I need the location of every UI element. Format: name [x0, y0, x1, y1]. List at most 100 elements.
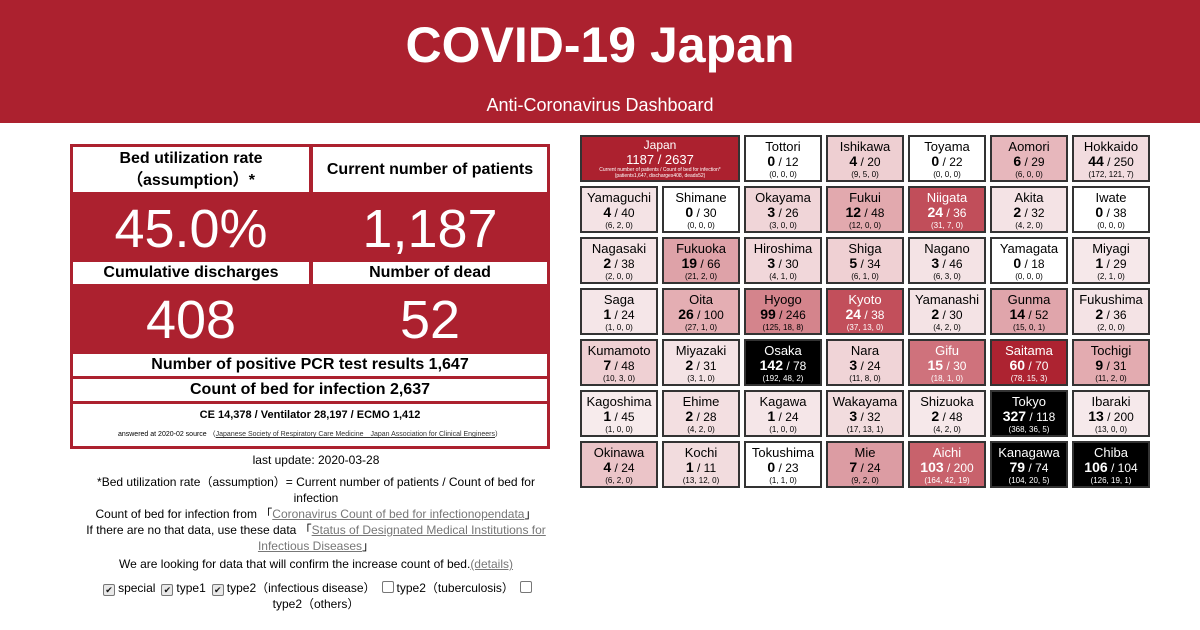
tile-shimane[interactable]: Shimane 0 / 30 (0, 0, 0): [662, 186, 740, 233]
tile-current: 13: [1088, 408, 1104, 424]
tile-shiga[interactable]: Shiga 5 / 34 (6, 1, 0): [826, 237, 904, 284]
tile-current: 1: [767, 408, 776, 424]
tile-oita[interactable]: Oita 26 / 100 (27, 1, 0): [662, 288, 740, 335]
tile-saga[interactable]: Saga 1 / 24 (1, 0, 0): [580, 288, 658, 335]
tile-name: Tokyo: [1012, 394, 1046, 409]
page-title: COVID-19 Japan: [405, 17, 795, 73]
tile-tottori[interactable]: Tottori 0 / 12 (0, 0, 0): [744, 135, 822, 182]
details-link[interactable]: (details): [470, 557, 513, 571]
tile-current: 4: [603, 204, 612, 220]
tile-note-detail: (patients1,647, discharges408, deads52): [614, 173, 706, 179]
tile-beds: 30: [703, 206, 717, 220]
tile-miyagi[interactable]: Miyagi 1 / 29 (2, 1, 0): [1072, 237, 1150, 284]
tile-nagano[interactable]: Nagano 3 / 46 (6, 3, 0): [908, 237, 986, 284]
tile-fukushima[interactable]: Fukushima 2 / 36 (2, 0, 0): [1072, 288, 1150, 335]
tile-tokyo[interactable]: Tokyo 327 / 118 (368, 36, 5): [990, 390, 1068, 437]
tile-name: Chiba: [1094, 445, 1128, 460]
source-link[interactable]: Japanese Society of Respiratory Care Med…: [215, 431, 496, 438]
tile-hokkaido[interactable]: Hokkaido 44 / 250 (172, 121, 7): [1072, 135, 1150, 182]
tile-fukui[interactable]: Fukui 12 / 48 (12, 0, 0): [826, 186, 904, 233]
tile-aichi[interactable]: Aichi 103 / 200 (164, 42, 19): [908, 441, 986, 488]
tile-toyama[interactable]: Toyama 0 / 22 (0, 0, 0): [908, 135, 986, 182]
tile-name: Kanagawa: [998, 445, 1060, 460]
tile-nagasaki[interactable]: Nagasaki 2 / 38 (2, 0, 0): [580, 237, 658, 284]
tile-okinawa[interactable]: Okinawa 4 / 24 (6, 2, 0): [580, 441, 658, 488]
tile-osaka[interactable]: Osaka 142 / 78 (192, 48, 2): [744, 339, 822, 386]
tile-breakdown: (3, 1, 0): [687, 374, 715, 383]
tile-breakdown: (9, 5, 0): [851, 170, 879, 179]
tile-value: 79 / 74: [1009, 459, 1049, 476]
tile-name: Tokushima: [751, 445, 815, 460]
tile-name: Kochi: [684, 445, 718, 460]
tile-yamagata[interactable]: Yamagata 0 / 18 (0, 0, 0): [990, 237, 1068, 284]
tile-name: Tottori: [765, 139, 801, 154]
tile-kyoto[interactable]: Kyoto 24 / 38 (37, 13, 0): [826, 288, 904, 335]
tile-beds: 45: [621, 410, 635, 424]
tile-name: Hyogo: [764, 292, 802, 307]
tile-okayama[interactable]: Okayama 3 / 26 (3, 0, 0): [744, 186, 822, 233]
tile-current: 19: [681, 255, 698, 271]
tile-breakdown: (11, 2, 0): [1095, 374, 1127, 383]
tile-gifu[interactable]: Gifu 15 / 30 (18, 1, 0): [908, 339, 986, 386]
filter-checkbox[interactable]: ✔: [103, 584, 116, 596]
tile-yamaguchi[interactable]: Yamaguchi 4 / 40 (6, 2, 0): [580, 186, 658, 233]
filter-checkbox[interactable]: ✔: [211, 584, 224, 596]
tile-value: 99 / 246: [760, 306, 806, 323]
tile-ehime[interactable]: Ehime 2 / 28 (4, 2, 0): [662, 390, 740, 437]
tile-hyogo[interactable]: Hyogo 99 / 246 (125, 18, 8): [744, 288, 822, 335]
tile-shizuoka[interactable]: Shizuoka 2 / 48 (4, 2, 0): [908, 390, 986, 437]
tile-tokushima[interactable]: Tokushima 0 / 23 (1, 1, 0): [744, 441, 822, 488]
tile-tochigi[interactable]: Tochigi 9 / 31 (11, 2, 0): [1072, 339, 1150, 386]
tile-value: 1 / 24: [603, 306, 635, 323]
tile-fukuoka[interactable]: Fukuoka 19 / 66 (21, 2, 0): [662, 237, 740, 284]
tile-ishikawa[interactable]: Ishikawa 4 / 20 (9, 5, 0): [826, 135, 904, 182]
tile-kochi[interactable]: Kochi 1 / 11 (13, 12, 0): [662, 441, 740, 488]
tile-iwate[interactable]: Iwate 0 / 38 (0, 0, 0): [1072, 186, 1150, 233]
tile-beds: 70: [1035, 359, 1049, 373]
tile-japan[interactable]: Japan 1187 / 2637 Current number of pati…: [580, 135, 740, 182]
tile-saitama[interactable]: Saitama 60 / 70 (78, 15, 3): [990, 339, 1068, 386]
tile-value: 26 / 100: [678, 306, 724, 323]
tile-current: 24: [927, 204, 944, 220]
tile-wakayama[interactable]: Wakayama 3 / 32 (17, 13, 1): [826, 390, 904, 437]
tile-nara[interactable]: Nara 3 / 24 (11, 8, 0): [826, 339, 904, 386]
tile-ibaraki[interactable]: Ibaraki 13 / 200 (13, 0, 0): [1072, 390, 1150, 437]
tile-kanagawa[interactable]: Kanagawa 79 / 74 (104, 20, 5): [990, 441, 1068, 488]
tile-breakdown: (15, 0, 1): [1012, 323, 1045, 332]
tile-kumamoto[interactable]: Kumamoto 7 / 48 (10, 3, 0): [580, 339, 658, 386]
tile-current: 0: [685, 204, 694, 220]
tile-akita[interactable]: Akita 2 / 32 (4, 2, 0): [990, 186, 1068, 233]
bed-source-link[interactable]: Coronavirus Count of bed for infectionop…: [272, 507, 525, 521]
tile-kagoshima[interactable]: Kagoshima 1 / 45 (1, 0, 0): [580, 390, 658, 437]
tile-kagawa[interactable]: Kagawa 1 / 24 (1, 0, 0): [744, 390, 822, 437]
tile-name: Fukuoka: [676, 241, 726, 256]
tile-beds: 20: [867, 155, 881, 169]
fallback-link[interactable]: Status of Designated Medical Institution…: [257, 523, 546, 553]
tile-breakdown: (2, 0, 0): [1097, 323, 1125, 332]
filter-checkbox[interactable]: ✔: [161, 584, 174, 596]
tile-mie[interactable]: Mie 7 / 24 (9, 2, 0): [826, 441, 904, 488]
tile-gunma[interactable]: Gunma 14 / 52 (15, 0, 1): [990, 288, 1068, 335]
tile-hiroshima[interactable]: Hiroshima 3 / 30 (4, 1, 0): [744, 237, 822, 284]
tile-breakdown: (12, 0, 0): [848, 221, 881, 230]
tile-current: 2: [1013, 204, 1022, 220]
tile-value: 2 / 30: [931, 306, 963, 323]
tile-current: 1: [1095, 255, 1104, 271]
filter-checkbox[interactable]: [381, 581, 394, 593]
tile-chiba[interactable]: Chiba 106 / 104 (126, 19, 1): [1072, 441, 1150, 488]
tile-beds: 38: [621, 257, 635, 271]
tile-current: 6: [1013, 153, 1022, 169]
tile-value: 24 / 38: [845, 306, 885, 323]
tile-name: Saitama: [1005, 343, 1053, 358]
tile-name: Kumamoto: [587, 343, 651, 358]
filter-checkbox[interactable]: [519, 581, 532, 593]
tile-aomori[interactable]: Aomori 6 / 29 (6, 0, 0): [990, 135, 1068, 182]
tile-breakdown: (6, 3, 0): [933, 272, 961, 281]
tile-current: 60: [1009, 357, 1026, 373]
tile-yamanashi[interactable]: Yamanashi 2 / 30 (4, 2, 0): [908, 288, 986, 335]
tile-name: Kyoto: [848, 292, 882, 307]
source-prefix: answered at 2020-02 source （: [117, 431, 216, 438]
filter-label: type2（others）: [272, 597, 360, 611]
tile-niigata[interactable]: Niigata 24 / 36 (31, 7, 0): [908, 186, 986, 233]
tile-miyazaki[interactable]: Miyazaki 2 / 31 (3, 1, 0): [662, 339, 740, 386]
